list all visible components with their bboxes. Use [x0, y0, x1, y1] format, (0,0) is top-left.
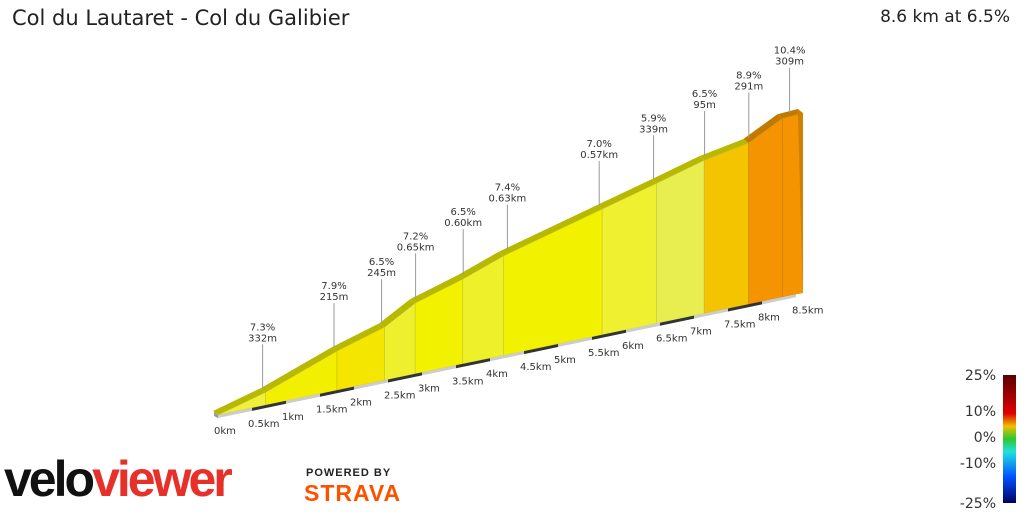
x-tick-label: 8km: [758, 312, 780, 323]
annotation-grade: 7.3%: [250, 322, 275, 333]
profile-ridge: [410, 275, 463, 304]
x-tick-label: 0km: [214, 426, 236, 437]
annotation-length: 309m: [775, 57, 804, 68]
profile-ridge: [651, 156, 705, 184]
profile-start-cap: [214, 412, 218, 418]
distance-stripe: [694, 308, 728, 319]
annotation-grade: 6.5%: [450, 207, 475, 218]
x-tick-label: 8.5km: [792, 305, 823, 316]
annotation-length: 0.63km: [488, 194, 526, 205]
profile-segment: [656, 159, 705, 324]
x-tick-label: 6.5km: [656, 334, 687, 345]
annotation-length: 245m: [367, 268, 396, 279]
page-title: Col du Lautaret - Col du Galibier: [12, 6, 350, 30]
x-tick-label: 7.5km: [724, 320, 755, 331]
annotation-length: 0.65km: [397, 242, 435, 253]
profile-ridge: [379, 299, 416, 328]
profile-ridge: [777, 109, 803, 119]
annotation-grade: 7.2%: [403, 231, 428, 242]
annotation-grade: 10.4%: [774, 46, 806, 57]
legend-label: -25%: [960, 496, 996, 512]
x-tick-label: 4km: [486, 369, 508, 380]
x-tick-label: 3.5km: [452, 376, 483, 387]
distance-stripe: [252, 400, 286, 411]
x-tick-label: 5km: [554, 355, 576, 366]
annotation-grade: 7.0%: [586, 139, 611, 150]
profile-end-face: [797, 109, 803, 293]
profile-segment: [265, 350, 338, 406]
annotation-grade: 5.9%: [641, 113, 666, 124]
annotation-length: 95m: [693, 100, 715, 111]
x-tick-label: 5.5km: [588, 348, 619, 359]
distance-stripe: [626, 322, 660, 333]
x-tick-label: 2km: [350, 398, 372, 409]
profile-ridge: [699, 138, 749, 161]
annotation-grade: 8.9%: [736, 70, 761, 81]
x-tick-label: 4.5km: [520, 362, 551, 373]
distance-stripe: [490, 351, 524, 362]
distance-stripe: [422, 365, 456, 376]
annotation-length: 339m: [639, 124, 668, 135]
annotation-grade: 6.5%: [369, 257, 394, 268]
distance-stripe: [388, 372, 422, 383]
legend-label: -10%: [960, 456, 996, 472]
distance-stripe: [524, 344, 558, 355]
distance-stripe: [762, 294, 796, 305]
profile-ridge: [213, 388, 266, 415]
distance-stripe: [660, 315, 694, 326]
annotation-length: 0.57km: [580, 150, 618, 161]
annotation-grade: 6.5%: [692, 89, 717, 100]
distance-stripe: [218, 407, 252, 418]
x-tick-label: 0.5km: [248, 419, 279, 430]
distance-stripe: [558, 336, 592, 347]
distance-stripe: [354, 379, 388, 390]
distance-stripe: [728, 301, 762, 312]
profile-segment: [703, 142, 749, 314]
legend-label: 0%: [974, 430, 996, 446]
strava-logo: STRAVA: [304, 480, 402, 506]
distance-stripe: [286, 393, 320, 404]
legend-label: 25%: [965, 368, 996, 384]
x-tick-label: 2.5km: [384, 391, 415, 402]
distance-stripe: [320, 386, 354, 397]
x-tick-label: 3km: [418, 383, 440, 394]
annotation-length: 332m: [248, 333, 277, 344]
x-tick-label: 7km: [690, 327, 712, 338]
x-tick-label: 1km: [282, 412, 304, 423]
annotation-grade: 7.9%: [321, 281, 346, 292]
annotation-length: 291m: [734, 81, 763, 92]
profile-segment: [748, 117, 783, 305]
veloviewer-logo: veloviewer: [4, 451, 233, 507]
climb-summary: 8.6 km at 6.5%: [880, 7, 1010, 27]
distance-stripe: [456, 358, 490, 369]
annotation-length: 215m: [320, 292, 349, 303]
x-tick-label: 6km: [622, 341, 644, 352]
profile-ridge: [597, 179, 657, 210]
profile-ridge: [498, 205, 603, 256]
profile-ridge: [457, 251, 504, 280]
legend-label: 10%: [965, 404, 996, 420]
powered-by-label: POWERED BY: [306, 467, 392, 479]
x-tick-label: 1.5km: [316, 405, 347, 416]
annotation-grade: 7.4%: [495, 183, 520, 194]
profile-ridge: [743, 114, 783, 143]
annotation-length: 0.60km: [444, 218, 482, 229]
profile-segment: [601, 182, 657, 336]
profile-ridge: [332, 323, 385, 352]
grade-legend-bar: [1003, 375, 1016, 503]
profile-ridge: [260, 347, 337, 393]
distance-stripe: [592, 329, 626, 340]
